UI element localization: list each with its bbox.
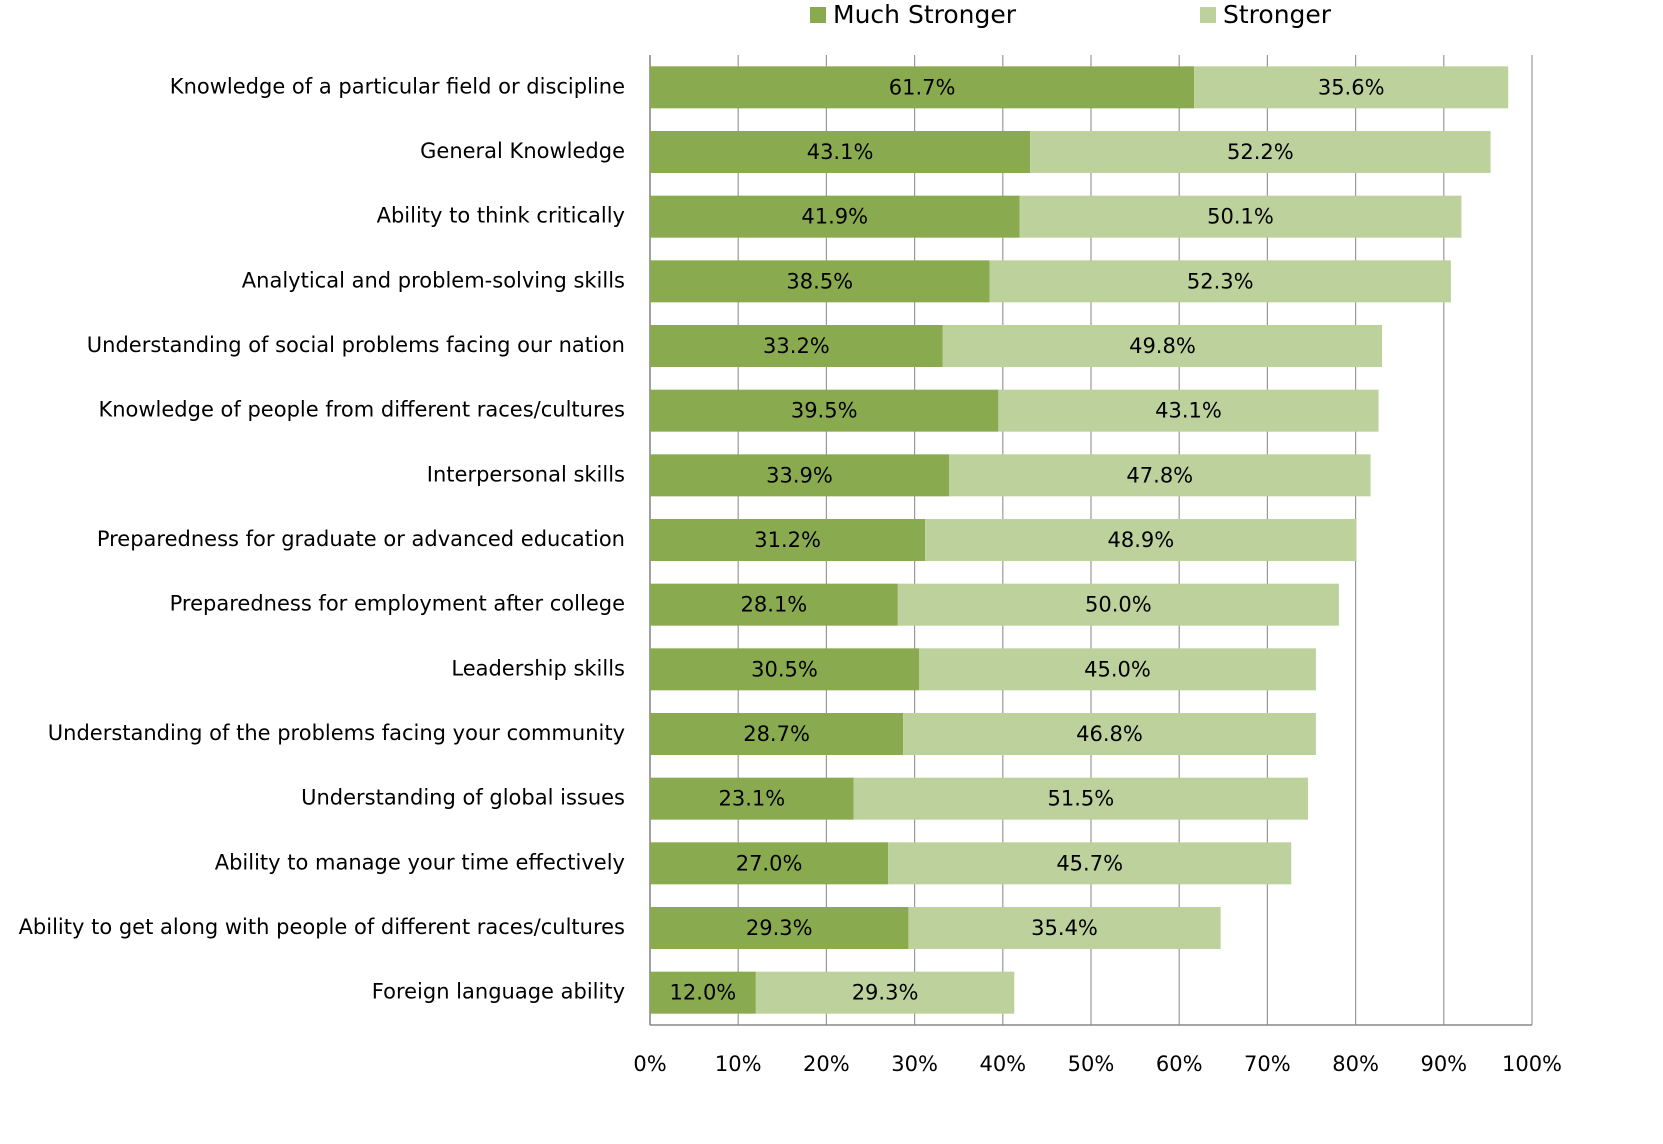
bar-segment	[650, 583, 898, 626]
bar-segment	[948, 454, 1371, 497]
bar-segment	[650, 195, 1020, 238]
bar-segment	[998, 389, 1379, 432]
bar-segment	[908, 907, 1221, 949]
data-label: 49.8%	[1129, 334, 1196, 358]
x-tick-label: 100%	[1502, 1052, 1562, 1076]
data-label: 43.1%	[807, 140, 874, 164]
bar-segment	[650, 131, 1031, 173]
bar-segment	[650, 260, 990, 303]
data-label: 50.0%	[1085, 593, 1152, 617]
data-label: 51.5%	[1047, 787, 1114, 811]
x-tick-label: 80%	[1332, 1052, 1379, 1076]
y-tick-label: Understanding of the problems facing you…	[48, 721, 625, 745]
bar-segment	[650, 454, 949, 497]
bar-segment	[755, 971, 1015, 1014]
y-tick-label: Understanding of social problems facing …	[87, 333, 625, 357]
bar-segment	[925, 519, 1357, 561]
bar-segment	[989, 260, 1451, 303]
x-tick-label: 70%	[1244, 1052, 1291, 1076]
data-label: 52.2%	[1227, 140, 1294, 164]
bar-segment	[650, 519, 926, 561]
data-label: 23.1%	[719, 787, 786, 811]
data-label: 29.3%	[852, 981, 919, 1005]
data-label: 35.4%	[1031, 916, 1098, 940]
legend-label: Stronger	[1223, 0, 1332, 29]
data-label: 29.3%	[746, 916, 813, 940]
y-tick-label: Preparedness for employment after colleg…	[170, 592, 625, 616]
data-label: 28.1%	[741, 593, 808, 617]
bar-segment	[942, 325, 1383, 367]
data-label: 61.7%	[889, 75, 956, 99]
bar-segment	[650, 648, 920, 691]
y-tick-label: Foreign language ability	[372, 980, 625, 1004]
y-tick-label: General Knowledge	[420, 139, 625, 163]
bar-segment	[1030, 131, 1491, 173]
bar-segment	[650, 325, 943, 367]
y-tick-label: Leadership skills	[451, 656, 625, 680]
bar-segment	[897, 583, 1339, 626]
bar-segment	[888, 842, 1292, 885]
data-label: 52.3%	[1187, 269, 1254, 293]
y-tick-label: Analytical and problem-solving skills	[242, 268, 625, 292]
data-label: 33.2%	[763, 334, 830, 358]
legend-swatch	[1200, 7, 1216, 23]
x-tick-label: 90%	[1420, 1052, 1467, 1076]
data-label: 28.7%	[743, 722, 810, 746]
y-tick-label: Ability to get along with people of diff…	[19, 915, 625, 939]
bar-segment	[650, 971, 756, 1014]
data-label: 30.5%	[751, 657, 818, 681]
data-label: 48.9%	[1107, 528, 1174, 552]
data-label: 41.9%	[801, 205, 868, 229]
y-tick-label: Understanding of global issues	[301, 786, 625, 810]
legend-swatch	[810, 7, 826, 23]
bar-segment	[853, 777, 1308, 820]
bar-segment	[1019, 195, 1462, 238]
x-tick-label: 50%	[1068, 1052, 1115, 1076]
x-tick-label: 30%	[891, 1052, 938, 1076]
y-tick-label: Ability to manage your time effectively	[215, 850, 625, 874]
x-tick-label: 0%	[633, 1052, 666, 1076]
data-label: 47.8%	[1126, 463, 1193, 487]
bar-segment	[650, 66, 1195, 109]
data-label: 12.0%	[670, 981, 737, 1005]
bar-segment	[919, 648, 1316, 691]
data-label: 50.1%	[1207, 205, 1274, 229]
x-tick-label: 10%	[715, 1052, 762, 1076]
bar-segment	[650, 842, 889, 885]
data-label: 33.9%	[766, 463, 833, 487]
x-tick-label: 20%	[803, 1052, 850, 1076]
data-label: 43.1%	[1155, 399, 1222, 423]
legend-label: Much Stronger	[833, 0, 1017, 29]
data-label: 46.8%	[1076, 722, 1143, 746]
data-label: 39.5%	[791, 399, 858, 423]
x-tick-label: 60%	[1156, 1052, 1203, 1076]
y-tick-label: Interpersonal skills	[427, 462, 625, 486]
data-label: 27.0%	[736, 851, 803, 875]
bar-segment	[650, 777, 854, 820]
bar-segment	[903, 713, 1316, 755]
bar-segment	[1194, 66, 1509, 109]
y-tick-label: Preparedness for graduate or advanced ed…	[97, 527, 625, 551]
x-tick-label: 40%	[979, 1052, 1026, 1076]
y-tick-label: Knowledge of people from different races…	[98, 398, 625, 422]
data-label: 45.0%	[1084, 657, 1151, 681]
data-label: 31.2%	[754, 528, 821, 552]
data-label: 45.7%	[1056, 851, 1123, 875]
y-tick-label: Ability to think critically	[377, 204, 625, 228]
data-label: 38.5%	[786, 269, 853, 293]
data-label: 35.6%	[1318, 75, 1385, 99]
bar-segment	[650, 907, 909, 949]
bar-segment	[650, 389, 999, 432]
y-tick-label: Knowledge of a particular field or disci…	[170, 74, 625, 98]
bar-segment	[650, 713, 904, 755]
